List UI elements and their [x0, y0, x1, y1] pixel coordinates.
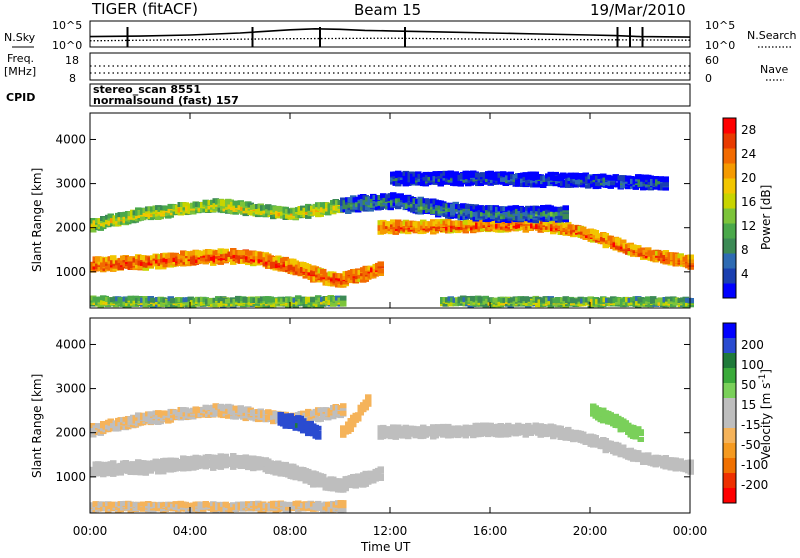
- colorbar-swatch: [723, 268, 736, 284]
- freq-top: 18: [65, 54, 79, 67]
- colorbar-swatch: [723, 148, 736, 164]
- colorbar-swatch: [723, 178, 736, 194]
- colorbar-swatch: [723, 208, 736, 224]
- heatmap-cell: [688, 298, 695, 303]
- colorbar-swatch: [723, 133, 736, 149]
- colorbar-tick-label: 4: [741, 267, 749, 281]
- heatmap-cell: [340, 296, 347, 301]
- nsky-frame: [90, 21, 690, 47]
- nsearch-label: N.Search: [747, 29, 797, 42]
- colorbar-swatch: [723, 223, 736, 239]
- colorbar-tick-label: 24: [741, 147, 756, 161]
- nsky-series: [90, 27, 690, 47]
- colorbar-swatch: [723, 253, 736, 269]
- colorbar-swatch: [723, 283, 736, 299]
- ytick-label: 4000: [55, 132, 86, 146]
- nsearch-ybottom: 10^0: [705, 39, 735, 52]
- heatmap-cell: [688, 255, 695, 260]
- freq-label: Freq.: [7, 52, 34, 65]
- cpid-label: CPID: [6, 91, 35, 104]
- velocity-heatmap: [90, 394, 694, 513]
- colorbar-swatch: [723, 118, 736, 134]
- power-colorbar-label: Power [dB]: [759, 185, 773, 250]
- heatmap-cell: [378, 268, 385, 273]
- colorbar-tick-label: 12: [741, 219, 756, 233]
- colorbar-swatch: [723, 163, 736, 179]
- beam-label: Beam 15: [354, 1, 421, 19]
- freq-panel: Freq. [MHz] 18 8 60 0 Nave: [4, 52, 788, 85]
- heatmap-cell: [378, 466, 385, 471]
- nsky-line: [90, 29, 690, 37]
- date-label: 19/Mar/2010: [590, 1, 686, 19]
- cpid-panel: CPID stereo_scan 8551 normalsound (fast)…: [6, 83, 690, 107]
- heatmap-cell: [663, 176, 670, 181]
- colorbar-tick-label: 8: [741, 243, 749, 257]
- nave-bottom: 0: [705, 72, 712, 85]
- power-heatmap: [90, 171, 694, 309]
- heatmap-cell: [378, 261, 385, 266]
- nsky-ytop: 10^5: [52, 19, 82, 32]
- nsky-panel: N.Sky 10^5 10^0 10^5 10^0 N.Search: [4, 19, 797, 52]
- colorbar-swatch: [723, 238, 736, 254]
- heatmap-cell: [563, 205, 570, 210]
- ytick-label: 2000: [55, 221, 86, 235]
- nsky-ybottom: 10^0: [52, 39, 82, 52]
- freq-unit: [MHz]: [4, 65, 36, 78]
- power-ylabel: Slant Range [km]: [30, 168, 44, 272]
- colorbar-swatch: [723, 193, 736, 209]
- freq-bottom: 8: [69, 72, 76, 85]
- title: TIGER (fitACF): [91, 0, 198, 18]
- nave-label: Nave: [760, 63, 788, 76]
- heatmap-cell: [378, 473, 385, 478]
- nave-top: 60: [705, 54, 719, 67]
- power-colorbar: 4 8 12 16 20 24 28: [723, 118, 756, 299]
- ytick-label: 3000: [55, 177, 86, 191]
- ytick-label: 1000: [55, 265, 86, 279]
- colorbar-tick-label: 20: [741, 171, 756, 185]
- colorbar-tick-label: 16: [741, 195, 756, 209]
- nsearch-ytop: 10^5: [705, 19, 735, 32]
- colorbar-tick-label: 28: [741, 123, 756, 137]
- cpid-line2: normalsound (fast) 157: [93, 94, 239, 107]
- power-panel: Slant Range [km] 1000 2000 3000 4000 4 8 12 16…: [30, 113, 773, 308]
- nsky-label: N.Sky: [4, 31, 36, 44]
- nsearch-line: [90, 38, 690, 41]
